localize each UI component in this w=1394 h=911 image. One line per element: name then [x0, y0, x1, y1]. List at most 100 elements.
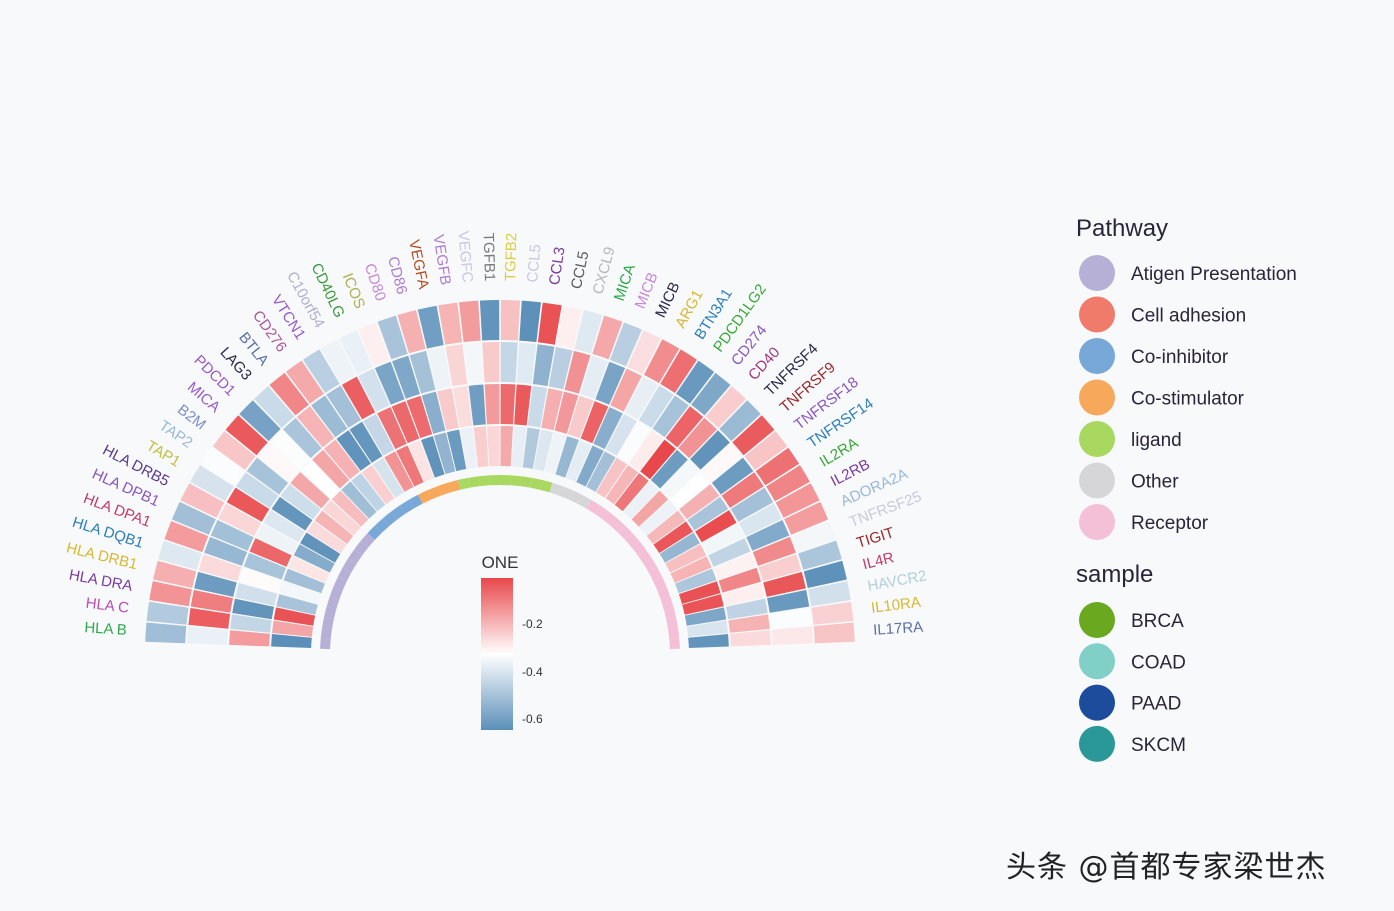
- legend-label: Co-inhibitor: [1131, 347, 1229, 368]
- heatmap-cell: [746, 519, 790, 551]
- heatmap-cell: [190, 465, 234, 502]
- pathway-segment: [500, 475, 511, 486]
- gene-label: VEGFA: [405, 238, 432, 290]
- heatmap-cell: [605, 465, 639, 505]
- heatmap-cell: [322, 500, 361, 536]
- pathway-segment: [618, 525, 633, 540]
- heatmap-cell: [421, 436, 445, 478]
- heatmap-cell: [226, 487, 270, 522]
- heatmap-cell: [484, 384, 500, 425]
- heatmap-cell: [377, 315, 408, 360]
- heatmap-cell: [270, 430, 310, 470]
- heatmap-cell: [808, 581, 851, 607]
- heatmap-cell: [236, 472, 279, 508]
- pathway-segment: [539, 480, 553, 493]
- heatmap-cell: [279, 581, 322, 604]
- heatmap-cell: [719, 400, 761, 442]
- heatmap-cell: [763, 571, 806, 597]
- heatmap-cell: [283, 417, 322, 459]
- heatmap-cell: [463, 342, 484, 384]
- heatmap-cell: [784, 501, 829, 535]
- heatmap-cell: [728, 614, 770, 633]
- heatmap-cell: [204, 536, 248, 566]
- pathway-segment: [337, 567, 352, 582]
- pathway-segment: [653, 576, 667, 591]
- heatmap-cell: [708, 538, 751, 567]
- legend-label: PAAD: [1131, 694, 1181, 715]
- heatmap-cell: [437, 388, 459, 431]
- pathway-segment: [320, 627, 332, 640]
- pathway-segment: [468, 476, 480, 488]
- gene-label: CCL3: [546, 246, 568, 286]
- heatmap-cell: [522, 427, 540, 469]
- heatmap-cell: [361, 465, 395, 505]
- heatmap-cell: [276, 594, 318, 615]
- heatmap-cell: [254, 386, 295, 428]
- heatmap-cell: [194, 571, 237, 597]
- heatmap-cell: [614, 472, 649, 512]
- heatmap-cell: [682, 594, 724, 615]
- heatmap-cell: [243, 552, 287, 580]
- pathway-segment: [348, 549, 363, 564]
- heatmap-cell: [730, 487, 774, 522]
- pathway-segment: [663, 606, 676, 620]
- heatmap-cell: [358, 368, 390, 412]
- heatmap-cell: [644, 339, 680, 384]
- heatmap-cell: [374, 361, 405, 405]
- heatmap-cell: [690, 430, 730, 470]
- pathway-segment: [586, 499, 601, 514]
- heatmap-cell: [744, 431, 788, 470]
- heatmap-cell: [479, 300, 500, 341]
- heatmap-cell: [229, 630, 270, 647]
- pathway-track: [320, 475, 680, 650]
- legend: Pathway Atigen Presentation Cell adhesion…: [1076, 215, 1297, 762]
- heatmap-cell: [239, 400, 281, 442]
- legend-label: ligand: [1131, 430, 1182, 451]
- heatmap-cell: [417, 305, 444, 349]
- heatmap-cell: [280, 484, 321, 520]
- heatmap-cell: [610, 322, 642, 367]
- gene-label: TIGIT: [855, 524, 897, 552]
- heatmap-cell: [408, 440, 434, 482]
- pathway-segment: [374, 518, 390, 533]
- pathway-segment: [631, 541, 646, 556]
- heatmap-cell: [646, 510, 686, 544]
- heatmap-cell: [285, 360, 324, 404]
- pathway-segment: [610, 518, 626, 533]
- heatmap-cell: [312, 449, 350, 489]
- legend-label: Cell adhesion: [1131, 306, 1246, 327]
- heatmap-cell: [678, 581, 721, 604]
- heatmap-cell: [771, 626, 813, 645]
- pathway-segment: [577, 494, 592, 509]
- heatmap-cell: [752, 536, 796, 566]
- heatmap-cell: [678, 417, 717, 459]
- pathway-segment: [342, 558, 357, 573]
- colorbar: ONE -0.2 -0.4 -0.6: [481, 553, 543, 730]
- heatmap-cell: [555, 436, 579, 478]
- heatmap-cell: [392, 355, 420, 399]
- pathway-segment: [408, 494, 423, 509]
- heatmap-cell: [311, 395, 348, 438]
- heatmap-cell: [574, 310, 603, 354]
- heatmap-cell: [730, 630, 771, 647]
- heatmap-cell: [500, 384, 516, 425]
- heatmap-cell: [617, 421, 651, 463]
- heatmap-cell: [738, 503, 782, 537]
- heatmap-cell: [324, 439, 360, 480]
- pathway-segment: [354, 541, 369, 556]
- heatmap-cell: [273, 607, 316, 626]
- heatmap-cell: [537, 302, 562, 345]
- heatmap-cell: [541, 388, 563, 431]
- pathway-segment: [648, 567, 663, 582]
- gene-label: CCL5: [524, 243, 544, 283]
- heatmap-cell: [533, 429, 554, 472]
- heatmap-cell: [516, 342, 537, 384]
- heatmap-cell: [336, 430, 371, 471]
- heatmap-cell: [188, 608, 231, 629]
- heatmap-cell: [190, 589, 233, 613]
- pathway-segment: [669, 638, 680, 650]
- heatmap-cell: [798, 540, 842, 570]
- heatmap-cell: [791, 521, 836, 553]
- gene-label: IL4R: [861, 549, 896, 573]
- heatmap-cell: [314, 510, 354, 544]
